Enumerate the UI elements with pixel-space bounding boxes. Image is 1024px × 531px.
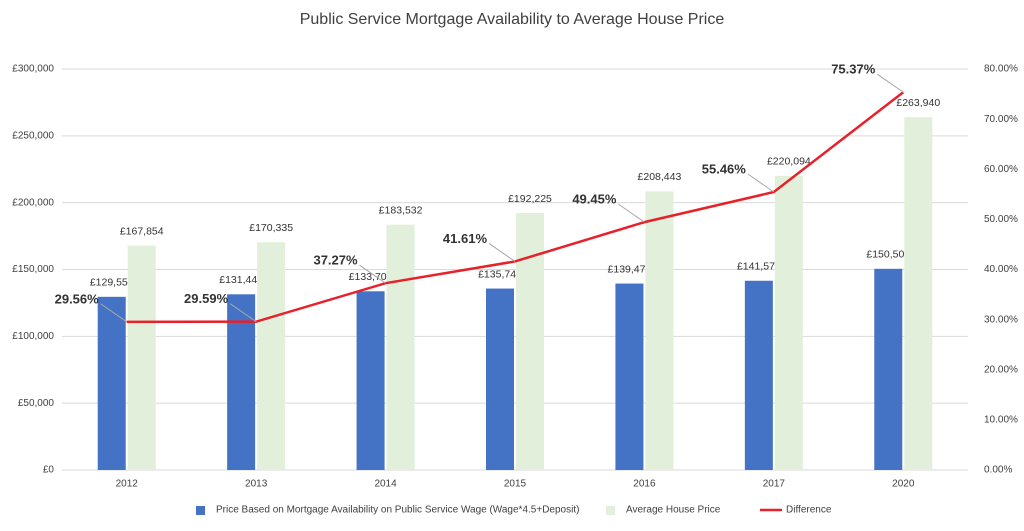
y2-tick-label: 20.00% (984, 364, 1018, 375)
y2-tick-label: 30.00% (984, 314, 1018, 325)
bar (386, 224, 415, 470)
bar-value-label: £263,940 (896, 97, 940, 109)
leader-line (877, 73, 904, 93)
bar (874, 268, 903, 470)
bar-value-label: £220,094 (767, 156, 811, 168)
y-tick-label: £100,000 (12, 331, 54, 342)
bar-value-label: £167,854 (120, 225, 164, 237)
leader-line (359, 264, 386, 284)
bar-value-label: £208,443 (638, 171, 682, 183)
bar (516, 213, 544, 470)
bar (227, 294, 256, 470)
bar (486, 288, 514, 470)
y2-tick-label: 40.00% (984, 264, 1018, 275)
bar (904, 117, 933, 471)
y-tick-label: £50,000 (18, 398, 55, 409)
bar (645, 191, 674, 470)
leader-line (229, 303, 257, 323)
line-value-label: 55.46% (702, 161, 747, 176)
bar (744, 280, 773, 470)
y-tick-label: £200,000 (12, 197, 54, 208)
bar-value-label: £129,556 (90, 277, 134, 289)
x-tick-label: 2012 (116, 479, 139, 490)
bar (774, 175, 803, 471)
x-tick-label: 2016 (633, 479, 656, 490)
x-tick-label: 2015 (504, 479, 527, 490)
bar-value-label: £183,532 (379, 204, 423, 216)
leader-line (618, 203, 645, 223)
x-tick-label: 2014 (374, 479, 397, 490)
y2-tick-label: 60.00% (984, 164, 1018, 175)
x-tick-label: 2020 (892, 479, 915, 490)
bar-value-label: £135,744 (478, 268, 522, 280)
bar (97, 296, 126, 470)
y2-tick-label: 80.00% (984, 64, 1018, 75)
bar-value-label: £170,335 (249, 222, 293, 234)
line-value-label: 29.56% (55, 291, 100, 306)
legend-swatch (196, 506, 205, 515)
y-tick-label: £300,000 (12, 64, 54, 75)
line-value-label: 49.45% (572, 192, 617, 207)
line-value-label: 41.61% (443, 231, 488, 246)
x-tick-label: 2013 (245, 479, 268, 490)
bar-value-label: £141,579 (737, 261, 781, 273)
chart-title: Public Service Mortgage Availability to … (300, 11, 725, 28)
line-value-label: 29.59% (184, 291, 229, 306)
line-value-label: 37.27% (313, 253, 358, 268)
bar (127, 245, 156, 470)
legend-label: Average House Price (626, 505, 721, 516)
bar (615, 283, 644, 470)
legend-label: Price Based on Mortgage Availability on … (216, 505, 579, 516)
line-value-label: 75.37% (831, 62, 876, 77)
leader-line (747, 173, 775, 193)
y-tick-label: £0 (43, 465, 55, 476)
y2-tick-label: 50.00% (984, 214, 1018, 225)
bar-value-label: £150,507 (866, 249, 910, 261)
bar (356, 291, 385, 470)
bar (257, 242, 286, 470)
y2-tick-label: 0.00% (984, 465, 1012, 476)
legend-label: Difference (786, 505, 832, 516)
leader-line (100, 303, 127, 323)
leader-line (488, 243, 516, 262)
bar-value-label: £192,225 (508, 193, 552, 205)
bar-value-label: £131,445 (219, 274, 263, 286)
x-tick-label: 2017 (763, 479, 786, 490)
y-tick-label: £250,000 (12, 130, 54, 141)
y2-tick-label: 10.00% (984, 415, 1018, 426)
y2-tick-label: 70.00% (984, 114, 1018, 125)
y-tick-label: £150,000 (12, 264, 54, 275)
legend-swatch (606, 506, 615, 515)
bar-value-label: £139,476 (608, 263, 652, 275)
line (126, 91, 905, 324)
